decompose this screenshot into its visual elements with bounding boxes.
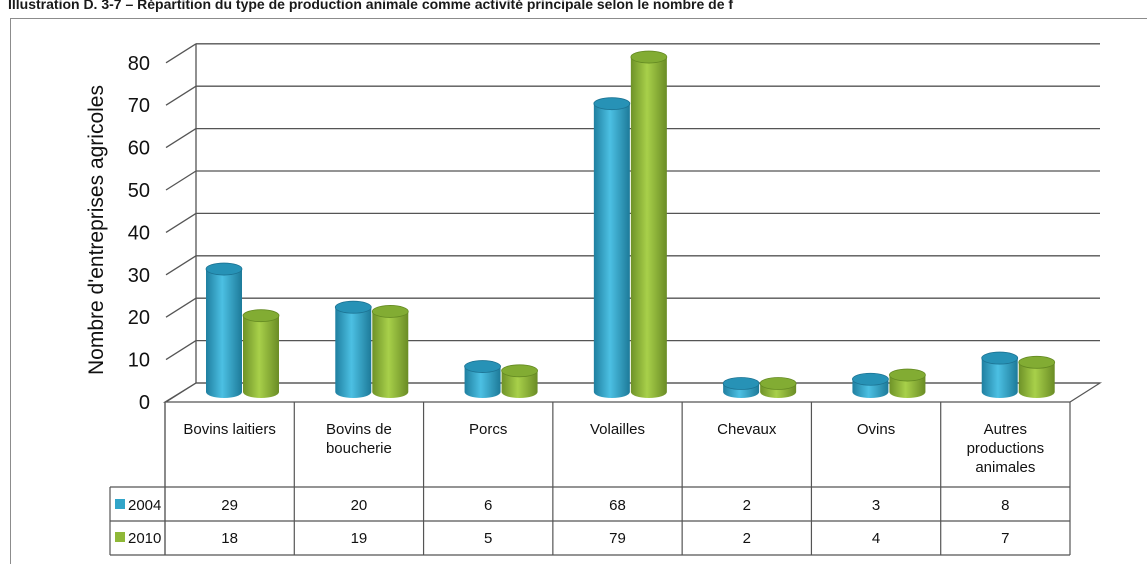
bar-2004-3 (593, 103, 630, 399)
floor (162, 382, 1103, 403)
bar-top-2004-0 (205, 262, 243, 276)
bar-top-2004-4 (722, 377, 760, 390)
bar-top-2004-2 (464, 360, 501, 373)
data-label-2010: 79 (609, 530, 626, 547)
y-tick-label: 80 (128, 53, 150, 75)
bar-2004-1 (335, 307, 372, 398)
category-label: productions (967, 440, 1045, 457)
gridline-connector (165, 128, 197, 149)
data-label-2010: 5 (484, 530, 492, 547)
category-label: Autres (984, 421, 1027, 438)
category-label: Volailles (590, 421, 645, 438)
y-tick-label: 40 (128, 222, 150, 244)
y-tick-label: 60 (128, 138, 150, 160)
data-label-2010: 19 (351, 530, 368, 547)
bar-top-2010-1 (371, 305, 409, 318)
legend-label-2010: 2010 (128, 530, 161, 547)
gridline-connector (165, 43, 197, 64)
y-tick-label: 20 (128, 307, 150, 329)
bar-top-2010-6 (1018, 355, 1056, 369)
gridline-connector (165, 212, 197, 233)
bar-2004-0 (206, 269, 242, 398)
bar-2010-1 (372, 311, 409, 398)
category-label: Chevaux (717, 421, 777, 438)
gridline-connector (165, 340, 197, 361)
legend-label-2004: 2004 (128, 497, 161, 514)
gridline-connector (165, 85, 197, 106)
data-label-2010: 18 (221, 530, 238, 547)
bar-2010-0 (243, 315, 279, 398)
y-tick-label: 0 (139, 392, 150, 414)
chart-title: Illustration D. 3-7 – Répartition du typ… (8, 0, 734, 12)
data-label-2004: 8 (1001, 497, 1009, 514)
category-label: boucherie (326, 440, 392, 457)
data-label-2010: 4 (872, 530, 880, 547)
data-label-2010: 7 (1001, 530, 1009, 547)
data-label-2004: 6 (484, 497, 492, 514)
bar-2004-2 (464, 366, 501, 398)
y-tick-label: 50 (128, 180, 150, 202)
gridline-connector (165, 170, 197, 191)
data-label-2004: 20 (351, 497, 368, 514)
category-label: Bovins de (326, 421, 392, 438)
legend-key-2010 (115, 532, 125, 542)
bar-2010-3 (630, 57, 667, 398)
data-label-2004: 3 (872, 497, 880, 514)
bar-2010-2 (501, 370, 538, 398)
bar-2010-6 (1018, 362, 1055, 398)
y-tick-label: 70 (128, 95, 150, 117)
bar-top-2010-4 (759, 377, 797, 390)
category-label: animales (975, 459, 1035, 476)
chart-frame (10, 18, 1147, 564)
bar-top-2004-5 (852, 372, 889, 386)
y-tick-label: 10 (128, 350, 150, 372)
gridline-connector (165, 297, 197, 318)
category-label: Porcs (469, 421, 507, 438)
legend-key-2004 (115, 499, 125, 509)
data-label-2004: 29 (221, 497, 238, 514)
category-label: Bovins laitiers (183, 421, 276, 438)
bar-top-2010-5 (889, 368, 926, 382)
data-label-2004: 2 (743, 497, 751, 514)
bar-top-2004-3 (593, 97, 631, 111)
bar-2004-6 (981, 358, 1018, 398)
y-tick-label: 30 (128, 265, 150, 287)
gridline-connector (165, 255, 197, 276)
bar-top-2010-0 (242, 309, 280, 323)
bar-top-2010-3 (630, 50, 668, 64)
data-label-2010: 2 (743, 530, 751, 547)
bar-2010-5 (889, 375, 926, 398)
data-label-2004: 68 (609, 497, 626, 514)
y-axis-title: Nombre d'entreprises agricoles (85, 85, 108, 375)
bar-top-2004-6 (981, 351, 1019, 365)
category-label: Ovins (857, 421, 895, 438)
bar-top-2004-1 (334, 300, 372, 314)
bar-top-2010-2 (501, 364, 538, 378)
